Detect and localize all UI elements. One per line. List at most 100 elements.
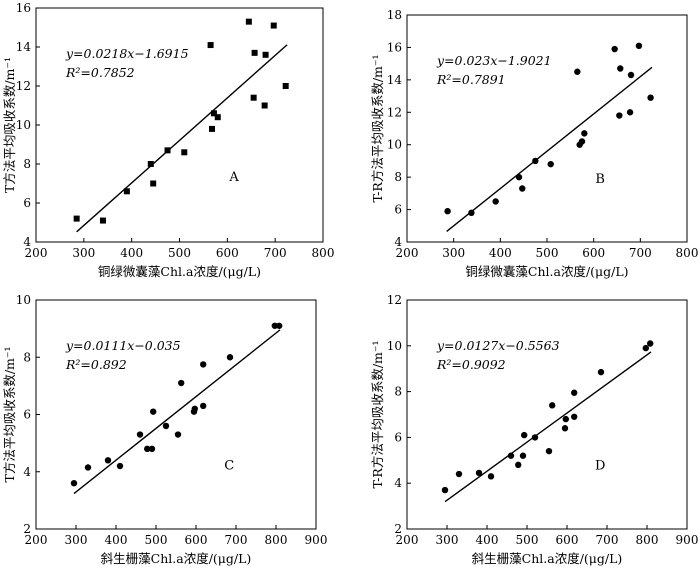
panel-c-data-point [150, 408, 157, 415]
panel-c-y-tick-label: 8 [23, 350, 31, 364]
panel-b-x-axis-label: 铜绿微囊藻Chl.a浓度/(μg/L) [465, 264, 628, 279]
panel-a-equation: y=0.0218x−1.6915 [65, 46, 189, 61]
panel-a-data-point [214, 114, 221, 121]
panel-c-x-tick-label: 900 [305, 533, 328, 547]
panel-b-x-tick-label: 300 [442, 246, 465, 260]
panel-a-data-point [164, 147, 171, 154]
panel-b-data-point [532, 157, 539, 165]
panel-c-y-tick-label: 6 [23, 408, 31, 422]
panel-c-y-tick-label: 10 [16, 293, 31, 307]
panel-c-data-point [84, 464, 92, 471]
panel-b-data-point [547, 160, 554, 168]
panel-b-data-point [492, 198, 499, 205]
panel-b-y-tick-label: 10 [387, 138, 402, 152]
panel-b-data-point [627, 71, 635, 79]
panel-b-y-tick-label: 18 [387, 8, 402, 22]
panel-b-x-tick-label: 800 [676, 246, 699, 260]
panel-a-data-point [251, 49, 258, 56]
panel-c-data-point [174, 431, 182, 438]
panel-a-data-point [207, 42, 214, 49]
panel-b-y-tick-label: 8 [394, 170, 402, 184]
panel-c-r-squared: R²=0.892 [65, 357, 127, 372]
panel-d-x-tick-label: 600 [556, 533, 579, 547]
panel-d-y-tick-label: 6 [394, 430, 402, 444]
panel-b-data-point [635, 42, 643, 50]
panel-c-data-point [200, 361, 207, 368]
panel-d-data-point [487, 473, 495, 480]
panel-b-data-point [617, 65, 624, 72]
panel-b-r-squared: R²=0.7891 [436, 72, 506, 87]
panel-c-data-point [144, 445, 151, 453]
panel-d-data-point [571, 413, 578, 420]
panel-a: 200 300 400 500 600 700 800 4 6 8 10 12 14 16 铜绿微囊藻Chl… [2, 1, 334, 279]
panel-a-data-point [250, 94, 257, 101]
panel-a-y-axis-label: T方法平均吸收系数/m⁻¹ [2, 57, 17, 193]
panel-b-y-tick-label: 4 [394, 235, 402, 249]
panel-a-x-tick-label: 400 [120, 246, 143, 260]
panel-b-x-tick-label: 400 [489, 246, 512, 260]
panel-b-data-point [626, 109, 634, 116]
panel-d-data-point [521, 431, 528, 439]
panel-d-data-point [571, 389, 578, 396]
panel-b-data-point [468, 209, 475, 217]
panel-a-x-tick-label: 500 [168, 246, 191, 260]
panel-d-data-point [519, 452, 527, 459]
panel-b-data-point [616, 112, 623, 119]
panel-a-regression-line [76, 44, 288, 233]
panel-a-x-tick-label: 600 [216, 246, 239, 260]
panel-a-y-tick-label: 14 [16, 40, 32, 54]
panel-d-data-point [562, 415, 569, 423]
panel-c-x-axis-label: 斜生栅藻Chl.a浓度/(μg/L) [101, 551, 252, 566]
panel-c-data-point [162, 422, 170, 430]
panel-b-data-point [574, 68, 581, 75]
panel-d-r-squared: R²=0.9092 [436, 357, 506, 372]
panel-b-plot-frame [406, 14, 688, 243]
panel-b: 200 300 400 500 600 700 800 4 6 8 10 12 14 16 18 铜绿微囊藻C… [370, 8, 698, 279]
panel-d-data-point [561, 425, 569, 432]
panel-d-data-point [441, 486, 449, 494]
panel-b-panel-label: B [595, 172, 605, 187]
panel-c-x-tick-label: 800 [265, 533, 288, 547]
panel-d-y-tick-label: 10 [387, 339, 402, 353]
panel-d-data-point [549, 402, 556, 409]
panel-d-x-tick-label: 800 [636, 533, 659, 547]
panel-c-data-point [178, 379, 185, 387]
panel-d-x-tick-label: 200 [396, 533, 419, 547]
panel-a-y-tick-label: 6 [23, 196, 31, 210]
panel-c-x-tick-label: 300 [65, 533, 88, 547]
panel-d-x-tick-label: 500 [516, 533, 539, 547]
panel-b-data-point [611, 45, 618, 53]
panel-a-data-point [261, 102, 268, 109]
panel-d-data-point [507, 452, 515, 459]
panel-b-equation: y=0.023x−1.9021 [436, 53, 552, 68]
panel-b-data-point [515, 173, 523, 181]
panel-a-data-point [123, 188, 130, 195]
panel-b-x-tick-label: 200 [396, 246, 419, 260]
panel-d-data-point [455, 470, 463, 478]
panel-d-data-point [545, 447, 553, 455]
panel-a-data-point [147, 161, 154, 167]
panel-d-panel-label: D [595, 458, 605, 473]
panel-d-data-point [642, 344, 649, 352]
panel-a-data-point [270, 22, 277, 29]
panel-c-data-point [191, 405, 198, 412]
panel-b-y-tick-label: 16 [387, 40, 402, 54]
panel-d-x-tick-label: 400 [476, 533, 499, 547]
panel-a-y-tick-label: 10 [16, 118, 31, 132]
panel-d-x-axis-label: 斜生栅藻Chl.a浓度/(μg/L) [472, 551, 623, 566]
panel-d-equation: y=0.0127x−0.5563 [436, 338, 560, 353]
panel-a-data-point [245, 18, 252, 25]
panel-a-x-tick-label: 300 [72, 246, 95, 260]
panel-c-y-axis-label: T方法平均吸收系数/m⁻¹ [2, 346, 17, 482]
panel-d-x-tick-label: 900 [676, 533, 699, 547]
panel-a-data-point [210, 110, 217, 117]
panel-c: 200 300 400 500 600 700 800 900 2 4 6 8 10 斜生栅藻Chl.a浓… [2, 293, 327, 566]
panel-a-data-point [73, 215, 80, 222]
panel-a-x-tick-label: 800 [312, 246, 335, 260]
panel-a-data-point [99, 217, 106, 224]
panel-b-regression-line [446, 66, 653, 232]
panel-d-data-point [597, 368, 605, 376]
panel-c-data-point [271, 322, 278, 329]
panel-c-data-point [276, 322, 283, 329]
